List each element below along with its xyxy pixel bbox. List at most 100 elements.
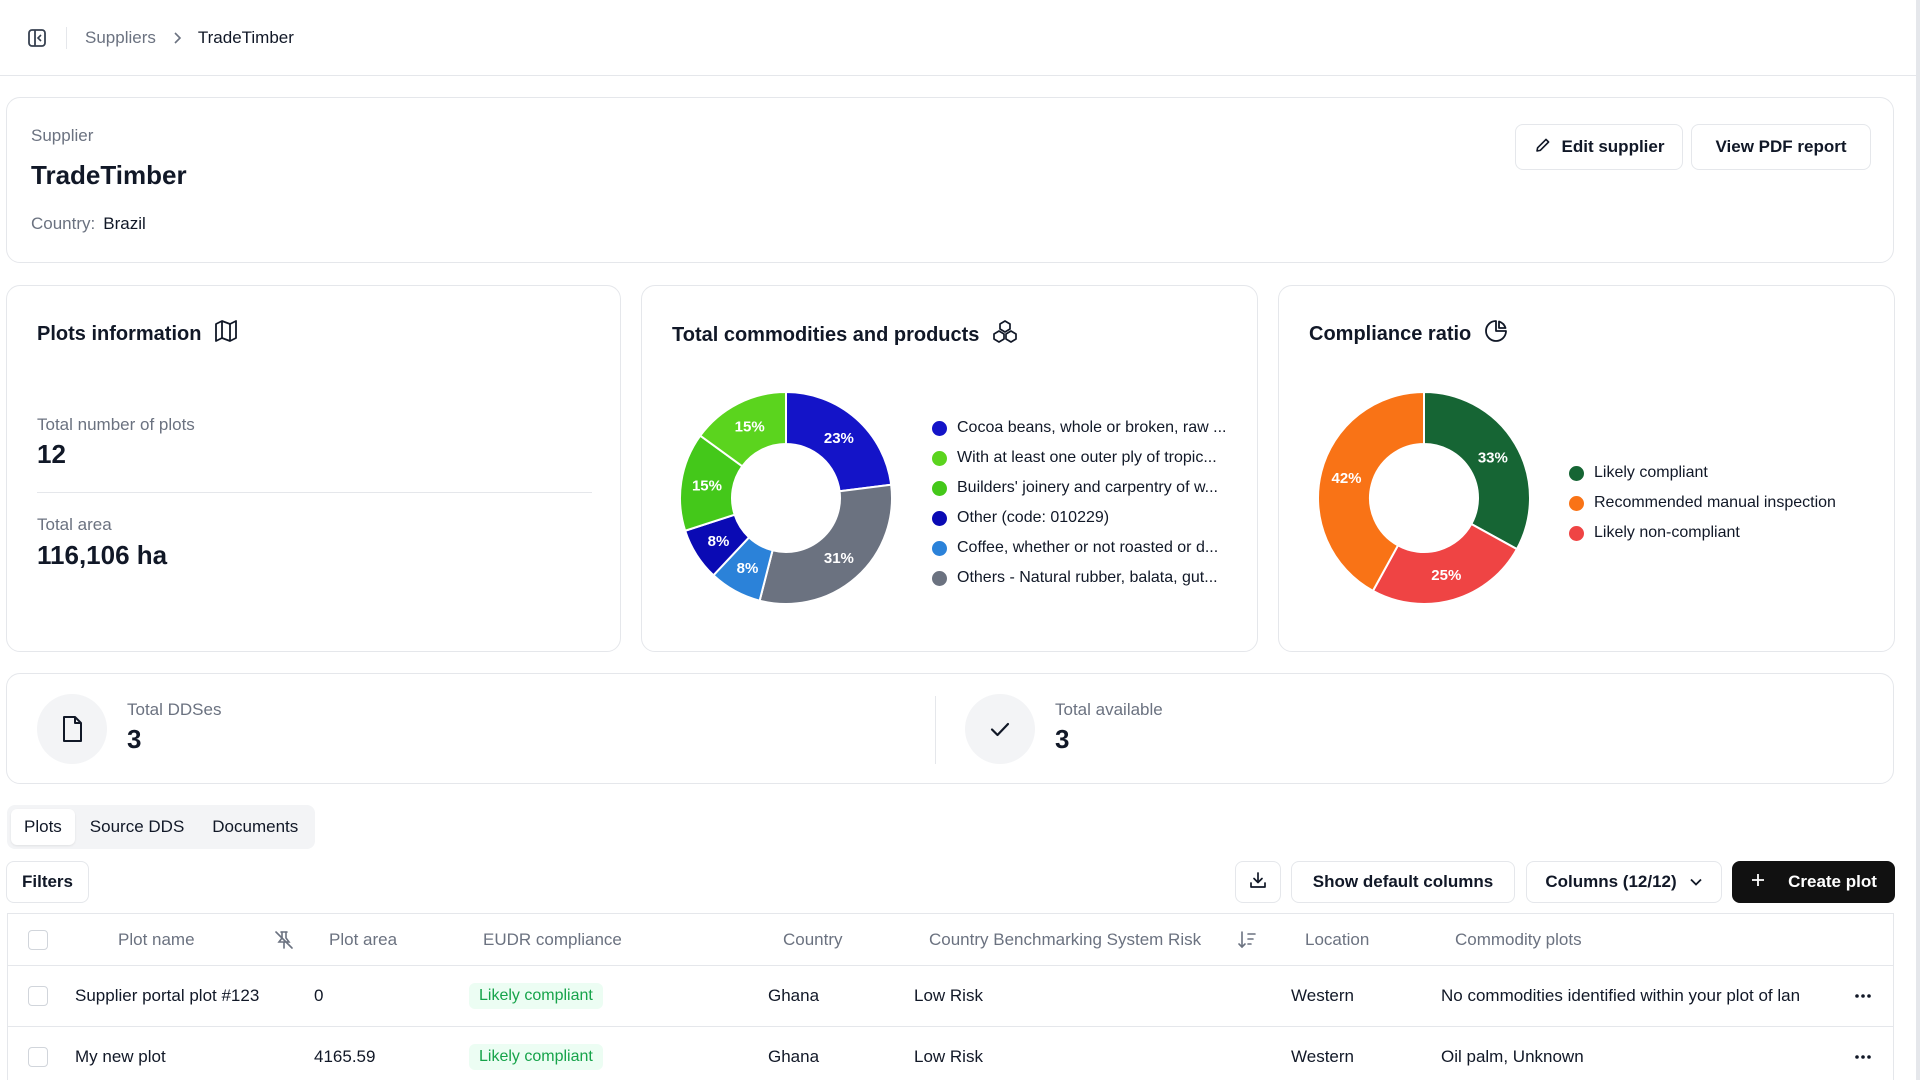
- commodity-cell: Oil palm, Unknown: [1441, 1047, 1584, 1066]
- tab-plots[interactable]: Plots: [11, 809, 75, 845]
- plot-name-cell[interactable]: Supplier portal plot #123: [75, 986, 260, 1005]
- slice-label: 33%: [1478, 449, 1508, 466]
- header-country[interactable]: Country: [783, 930, 843, 949]
- supplier-header-card: Supplier TradeTimber Country: Brazil Edit…: [6, 97, 1894, 263]
- tab-documents[interactable]: Documents: [212, 817, 299, 836]
- header-commodity-plots[interactable]: Commodity plots: [1455, 930, 1582, 949]
- risk-cell: Low Risk: [914, 1047, 983, 1066]
- commodities-title-text: Total commodities and products: [672, 323, 980, 346]
- tab-bar: Plots Source DDS Documents: [7, 805, 316, 849]
- columns-dropdown[interactable]: Columns (12/12): [1526, 861, 1722, 903]
- total-available-label: Total available: [1055, 700, 1163, 719]
- commodities-donut-chart: 23% 31% 8% 8% 15% 15%: [679, 390, 893, 605]
- show-default-columns-button[interactable]: Show default columns: [1291, 861, 1515, 903]
- chevron-right-icon: [172, 31, 182, 45]
- country-value: Brazil: [103, 214, 146, 233]
- row-checkbox[interactable]: [28, 986, 48, 1006]
- more-options-icon[interactable]: [1854, 986, 1872, 1006]
- compliance-legend: Likely compliant Recommended manual inspe…: [1569, 458, 1836, 548]
- legend-item: Coffee, whether or not roasted or d...: [932, 533, 1226, 563]
- slice-label: 23%: [824, 430, 854, 447]
- legend-label: Others - Natural rubber, balata, gut...: [957, 569, 1218, 586]
- legend-label: Recommended manual inspection: [1594, 494, 1836, 511]
- breadcrumb-suppliers[interactable]: Suppliers: [85, 27, 156, 47]
- legend-item: Likely compliant: [1569, 458, 1836, 488]
- legend-label: Coffee, whether or not roasted or d...: [957, 539, 1219, 556]
- plot-area-cell: 4165.59: [314, 1047, 376, 1066]
- compliance-title-text: Compliance ratio: [1309, 322, 1472, 345]
- slice-label: 8%: [708, 533, 730, 550]
- view-pdf-report-button[interactable]: View PDF report: [1691, 124, 1871, 170]
- compliance-donut-chart: 33% 25% 42%: [1317, 390, 1531, 605]
- legend-dot: [1569, 465, 1584, 481]
- header-eudr-compliance[interactable]: EUDR compliance: [483, 930, 622, 949]
- total-ddses-label: Total DDSes: [127, 700, 222, 719]
- top-bar: Suppliers TradeTimber: [0, 0, 1916, 76]
- download-icon: [1248, 870, 1268, 895]
- more-options-icon[interactable]: [1854, 1047, 1872, 1067]
- document-icon: [37, 694, 107, 764]
- tab-source-dds[interactable]: Source DDS: [89, 817, 185, 836]
- legend-dot: [932, 570, 947, 586]
- supplier-country: Country: Brazil: [31, 214, 146, 234]
- header-country-benchmarking-risk[interactable]: Country Benchmarking System Risk: [929, 930, 1202, 949]
- filters-button[interactable]: Filters: [6, 861, 89, 903]
- total-ddses-value: 3: [127, 724, 142, 754]
- download-button[interactable]: [1235, 861, 1281, 903]
- total-area-value: 116,106 ha: [37, 540, 168, 570]
- legend-dot: [932, 510, 947, 526]
- slice-label: 15%: [735, 419, 765, 436]
- table-row[interactable]: My new plot 4165.59 Likely compliant Gha…: [8, 1027, 1893, 1080]
- legend-item: Likely non-compliant: [1569, 518, 1836, 548]
- map-icon: [213, 318, 239, 350]
- slice-label: 42%: [1331, 470, 1361, 487]
- donut-slice: [785, 390, 893, 493]
- country-cell: Ghana: [768, 1047, 820, 1066]
- commodities-legend: Cocoa beans, whole or broken, raw ... Wit…: [932, 413, 1226, 593]
- edit-supplier-label: Edit supplier: [1561, 137, 1665, 156]
- commodity-cell: No commodities identified within your pl…: [1441, 986, 1801, 1005]
- dds-summary-card: Total DDSes 3 Total available 3: [6, 673, 1894, 784]
- select-all-checkbox[interactable]: [28, 930, 48, 950]
- create-plot-label: Create plot: [1788, 872, 1877, 891]
- sort-icon[interactable]: [1237, 929, 1257, 951]
- plots-table: Plot name Plot area EUDR compliance Coun…: [7, 913, 1894, 1080]
- total-area-label: Total area: [37, 515, 112, 534]
- table-row[interactable]: Supplier portal plot #123 0 Likely compl…: [8, 966, 1893, 1027]
- legend-item: Recommended manual inspection: [1569, 488, 1836, 518]
- boxes-icon: [991, 318, 1019, 352]
- unpin-icon[interactable]: [273, 929, 295, 951]
- checkmark-icon: [965, 694, 1035, 764]
- divider: [66, 26, 67, 49]
- slice-label: 25%: [1431, 567, 1461, 584]
- header-plot-area[interactable]: Plot area: [329, 930, 398, 949]
- plot-name-cell[interactable]: My new plot: [75, 1047, 166, 1066]
- legend-dot: [932, 480, 947, 496]
- legend-label: Builders' joinery and carpentry of w...: [957, 479, 1218, 496]
- donut-slice: [758, 483, 893, 605]
- compliance-cell: Likely compliant: [469, 1027, 603, 1080]
- commodities-card: Total commodities and products 23% 31% 8% 8…: [641, 285, 1258, 652]
- scrollbar[interactable]: [1916, 0, 1920, 1080]
- legend-item: Builders' joinery and carpentry of w...: [932, 473, 1226, 503]
- header-location[interactable]: Location: [1305, 930, 1370, 949]
- divider: [935, 696, 936, 764]
- donut-slice: [1317, 390, 1425, 593]
- donut-slice: [1371, 522, 1519, 605]
- slice-label: 8%: [737, 560, 759, 577]
- row-checkbox[interactable]: [28, 1047, 48, 1067]
- header-plot-name[interactable]: Plot name: [118, 930, 195, 949]
- edit-supplier-button[interactable]: Edit supplier: [1515, 124, 1683, 170]
- slice-label: 31%: [824, 550, 854, 567]
- status-badge: Likely compliant: [469, 983, 603, 1009]
- legend-dot: [1569, 525, 1584, 541]
- create-plot-button[interactable]: Create plot: [1732, 861, 1895, 903]
- compliance-cell: Likely compliant: [469, 966, 603, 1026]
- legend-label: Other (code: 010229): [957, 509, 1110, 526]
- chevron-down-icon: [1689, 872, 1703, 892]
- pie-chart-icon: [1483, 318, 1509, 350]
- sidebar-toggle-icon[interactable]: [26, 27, 48, 49]
- legend-item: Others - Natural rubber, balata, gut...: [932, 563, 1226, 593]
- commodities-title: Total commodities and products: [672, 318, 1019, 352]
- plots-information-title: Plots information: [37, 318, 239, 350]
